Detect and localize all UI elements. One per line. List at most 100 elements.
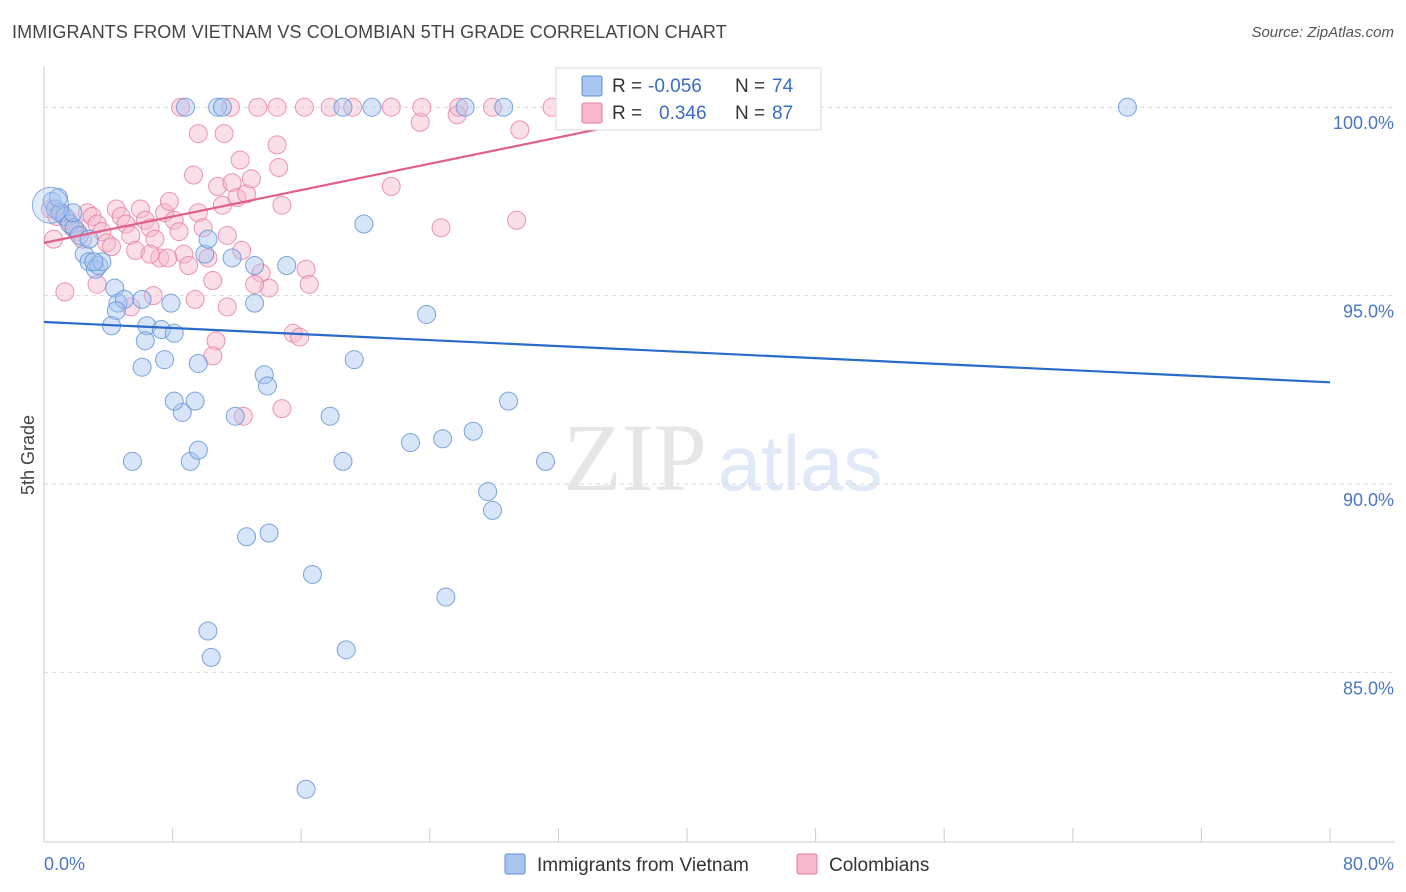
source-label: Source: ZipAtlas.com bbox=[1251, 24, 1394, 41]
vietnam-point bbox=[175, 97, 195, 117]
vietnam-point bbox=[436, 587, 456, 607]
colombians-point bbox=[126, 240, 146, 260]
watermark-atlas: atlas bbox=[718, 419, 883, 507]
colombians-point bbox=[245, 274, 265, 294]
x-tick-label-max: 80.0% bbox=[1343, 854, 1394, 874]
colombians-point bbox=[296, 259, 316, 279]
vietnam-point bbox=[478, 482, 498, 502]
vietnam-point bbox=[433, 429, 453, 449]
vietnam-point bbox=[499, 391, 519, 411]
colombians-point bbox=[267, 97, 287, 117]
vietnam-point bbox=[482, 500, 502, 520]
vietnam-point bbox=[132, 289, 152, 309]
colombians-point bbox=[150, 248, 170, 268]
legend-swatch-pink bbox=[581, 102, 603, 124]
x-tick-labels: 0.0% 80.0% bbox=[44, 854, 1394, 874]
legend-n-value-blue: 74 bbox=[772, 76, 794, 97]
vietnam-point bbox=[84, 252, 104, 272]
vietnam-point bbox=[245, 293, 265, 313]
vietnam-point bbox=[155, 350, 175, 370]
trendline-vietnam bbox=[43, 320, 1331, 384]
vietnam-point bbox=[333, 451, 353, 471]
y-tick-label: 100.0% bbox=[1333, 113, 1394, 133]
legend-r-label-pink: R = bbox=[612, 103, 642, 124]
colombians-point bbox=[343, 97, 363, 117]
bottom-legend-swatch-vietnam bbox=[504, 853, 526, 875]
chart-title: IMMIGRANTS FROM VIETNAM VS COLOMBIAN 5TH… bbox=[12, 22, 727, 42]
colombians-point bbox=[217, 225, 237, 245]
colombians-point bbox=[447, 105, 467, 125]
vietnam-point bbox=[463, 421, 483, 441]
colombians-point bbox=[259, 278, 279, 298]
legend-r-value-blue: -0.056 bbox=[648, 76, 702, 97]
colombians-point bbox=[217, 297, 237, 317]
vietnam-cluster-point bbox=[31, 186, 69, 224]
axes bbox=[43, 66, 1395, 843]
bottom-legend-label-colombians: Colombians bbox=[829, 855, 929, 876]
colombians-point bbox=[121, 297, 141, 317]
vietnam-point bbox=[132, 357, 152, 377]
vietnam-point bbox=[536, 451, 556, 471]
vietnam-point bbox=[180, 451, 200, 471]
vietnam-point bbox=[195, 244, 215, 264]
colombians-point bbox=[203, 271, 223, 291]
legend-r-value-pink: 0.346 bbox=[659, 103, 707, 124]
legend-r-label-blue: R = bbox=[612, 76, 642, 97]
vietnam-point bbox=[185, 391, 205, 411]
colombians-point bbox=[145, 229, 165, 249]
colombians-point bbox=[214, 124, 234, 144]
colombians-point bbox=[233, 406, 253, 426]
series-legend: Immigrants from Vietnam Colombians bbox=[504, 853, 929, 876]
colombians-point bbox=[431, 218, 451, 238]
vietnam-point bbox=[85, 259, 105, 279]
y-tick-labels: 85.0% 90.0% 95.0% 100.0% bbox=[1333, 113, 1394, 698]
colombians-point bbox=[208, 176, 228, 196]
vietnam-point bbox=[201, 647, 221, 667]
vietnam-point bbox=[277, 255, 297, 275]
vietnam-point bbox=[135, 331, 155, 351]
colombians-point bbox=[290, 327, 310, 347]
vietnam-point bbox=[42, 191, 62, 211]
colombians-point bbox=[169, 222, 189, 242]
colombians-point bbox=[510, 120, 530, 140]
colombians-point bbox=[158, 248, 178, 268]
trendline-colombians bbox=[43, 109, 688, 244]
colombians-point bbox=[230, 150, 250, 170]
colombians-point bbox=[269, 158, 289, 178]
vietnam-point bbox=[208, 97, 228, 117]
colombians-point bbox=[179, 255, 199, 275]
vietnam-point bbox=[161, 293, 181, 313]
vietnam-point bbox=[225, 406, 245, 426]
vietnam-point bbox=[1117, 97, 1137, 117]
colombians-point bbox=[272, 399, 292, 419]
colombians-point bbox=[381, 176, 401, 196]
colombians-point bbox=[185, 289, 205, 309]
colombians-point bbox=[143, 286, 163, 306]
y-tick-label: 95.0% bbox=[1343, 302, 1394, 322]
x-tick-label-min: 0.0% bbox=[44, 854, 85, 874]
vietnam-point bbox=[344, 350, 364, 370]
colombians-point bbox=[482, 97, 502, 117]
colombians-point bbox=[237, 184, 257, 204]
vietnam-point bbox=[222, 248, 242, 268]
vietnam-point bbox=[417, 304, 437, 324]
stats-legend: R = -0.056 N = 74 R = 0.346 N = 87 bbox=[555, 67, 822, 131]
colombians-point bbox=[55, 282, 75, 302]
vietnam-point bbox=[198, 621, 218, 641]
colombians-point bbox=[206, 331, 226, 351]
colombians-point bbox=[140, 218, 160, 238]
vietnam-point bbox=[198, 229, 218, 249]
vietnam-point bbox=[401, 433, 421, 453]
colombians-point bbox=[193, 218, 213, 238]
vietnam-point bbox=[254, 365, 274, 385]
colombians-point bbox=[241, 169, 261, 189]
colombians-point bbox=[188, 124, 208, 144]
colombians-point bbox=[449, 97, 469, 117]
colombians-point bbox=[410, 112, 430, 132]
colombians-point bbox=[299, 274, 319, 294]
legend-n-label-pink: N = bbox=[735, 103, 765, 124]
colombians-point bbox=[174, 244, 194, 264]
vietnam-point bbox=[362, 97, 382, 117]
series-colombians bbox=[40, 97, 629, 426]
bottom-legend-label-vietnam: Immigrants from Vietnam bbox=[537, 855, 749, 876]
